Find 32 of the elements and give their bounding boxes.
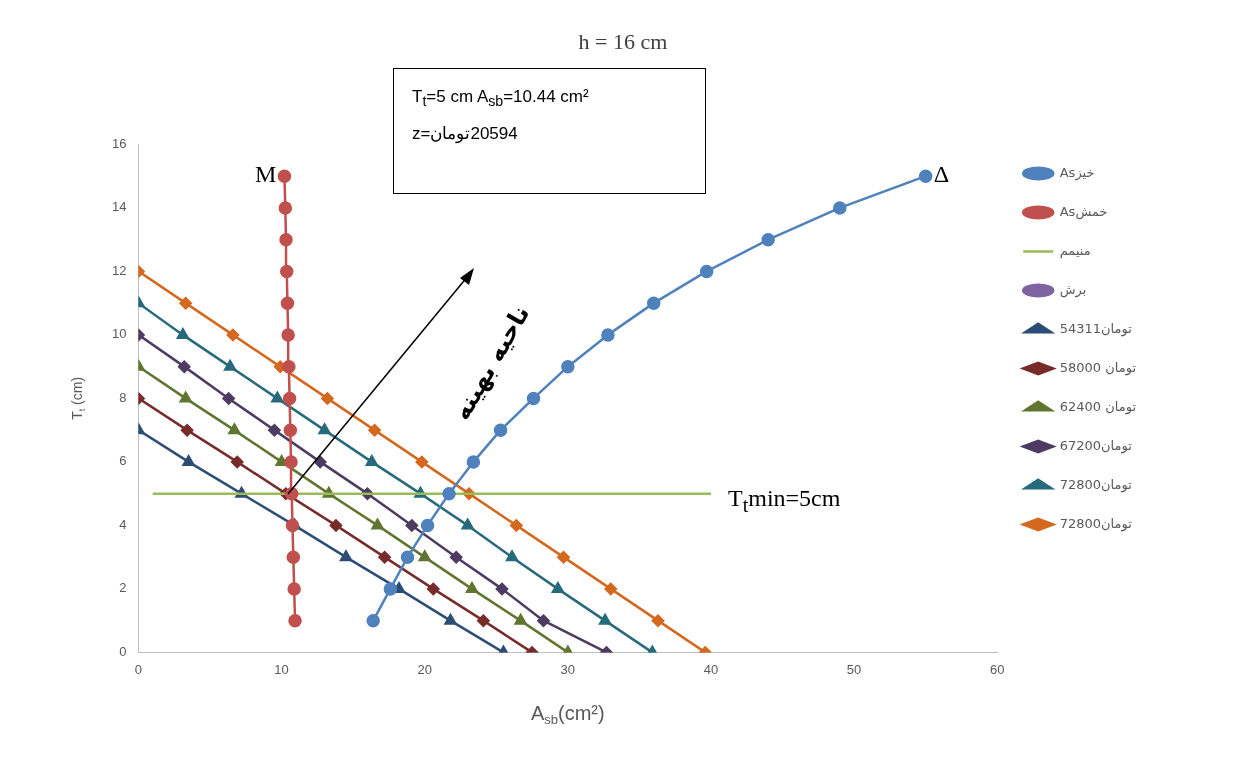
legend-label: 72800تومان: [1059, 515, 1133, 532]
y-tick-label: 4: [119, 516, 127, 532]
x-tick-label: 0: [134, 661, 143, 677]
annotation: T$_{t}$min=5cm: [728, 485, 841, 517]
legend-label: Asخمش: [1059, 203, 1108, 220]
annotation: M: [255, 161, 277, 188]
legend-label: 54311تومان: [1059, 320, 1133, 337]
y-tick-label: 14: [111, 199, 127, 215]
x-tick-label: 60: [989, 661, 1005, 677]
y-tick-label: 0: [119, 643, 127, 659]
y-tick-label: 12: [111, 262, 127, 278]
y-tick-label: 8: [119, 389, 127, 405]
y-tick-label: 10: [111, 326, 127, 342]
y-axis-title: Tt (cm): [69, 376, 88, 420]
legend-label: برش: [1059, 281, 1087, 298]
legend-label: 72800تومان: [1059, 476, 1133, 493]
legend-label: Asخیز: [1059, 164, 1095, 181]
y-tick-label: 2: [119, 580, 127, 596]
y-tick-label: 6: [119, 453, 127, 469]
legend-label: منیمم: [1059, 242, 1091, 259]
x-tick-label: 40: [703, 661, 719, 677]
x-tick-label: 30: [560, 661, 576, 677]
x-tick-label: 50: [846, 661, 862, 677]
y-tick-label: 16: [111, 135, 127, 151]
x-tick-label: 20: [417, 661, 432, 677]
legend-label: 58000 تومان: [1059, 359, 1137, 376]
annotation: ناحیه بهینه: [447, 300, 536, 425]
annotation: Δ: [933, 161, 950, 188]
legend-label: 62400 تومان: [1059, 398, 1137, 415]
chart-title: h = 16 cm: [578, 28, 668, 54]
x-tick-label: 10: [274, 661, 289, 677]
legend-label: 67200تومان: [1059, 437, 1133, 454]
